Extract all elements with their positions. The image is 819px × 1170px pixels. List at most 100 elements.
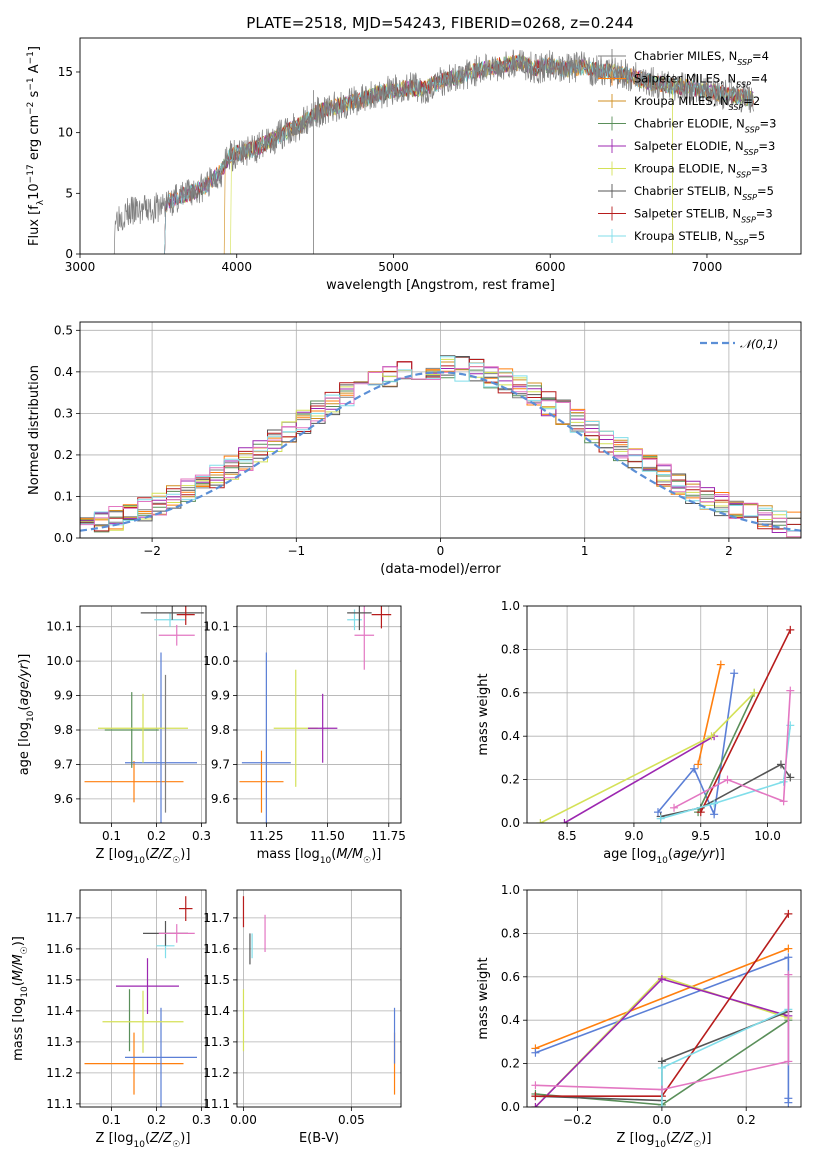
mass_vs_ebv-points: [242, 896, 396, 1095]
massweight_vs_age-y-axis-label: mass weight: [476, 673, 491, 755]
y-tick-label: 11.1: [203, 1097, 230, 1111]
x-tick-label: 8.5: [558, 829, 577, 843]
y-tick-label: 11.6: [203, 942, 230, 956]
x-tick-label: 0.1: [102, 829, 121, 843]
residuals-frame: [79, 321, 802, 539]
age_vs_Z-points: [84, 606, 204, 823]
y-tick-label: 9.7: [211, 757, 230, 771]
figure-title: PLATE=2518, MJD=54243, FIBERID=0268, z=0…: [246, 14, 633, 32]
histogram-pink: [80, 366, 801, 538]
y-tick-label: 11.5: [46, 973, 73, 987]
mass_vs_Z-frame: [79, 889, 207, 1108]
age_vs_mass-points: [239, 606, 392, 823]
y-tick-label: 0.3: [54, 406, 73, 420]
y-tick-label: 0.8: [501, 926, 520, 940]
age_vs_Z-frame: [79, 605, 207, 824]
x-tick-label: −2: [143, 544, 161, 558]
spectrum-y-axis-label: Flux [fλ10−17 erg cm−2 s−1 A−1]: [26, 46, 46, 246]
legend-label: Kroupa MILES, NSSP=2: [634, 94, 760, 112]
y-tick-label: 0.4: [501, 729, 520, 743]
y-tick-label: 5: [65, 186, 73, 200]
massweight_vs_Z-frame: [526, 889, 802, 1108]
y-tick-label: 9.9: [211, 689, 230, 703]
mass_vs_ebv-frame: [236, 889, 402, 1108]
y-tick-label: 0.0: [54, 531, 73, 545]
y-tick-label: 0: [65, 247, 73, 261]
x-tick-label: 4000: [221, 260, 252, 274]
series-chabrier_elodie: [697, 692, 755, 813]
y-tick-label: 9.7: [54, 757, 73, 771]
massweight_vs_age-axes: [523, 605, 801, 827]
x-tick-label: 0.3: [192, 829, 211, 843]
x-tick-label: 6000: [535, 260, 566, 274]
y-tick-label: 9.8: [211, 723, 230, 737]
age_vs_mass-axes: [233, 606, 401, 827]
y-tick-label: 1.0: [501, 599, 520, 613]
x-tick-label: 0.00: [230, 1113, 257, 1127]
x-tick-label: 0.3: [192, 1113, 211, 1127]
massweight_vs_Z-x-axis-label: Z [log10(Z/Z☉)]: [617, 1131, 712, 1150]
histogram-kroupa_stelib: [80, 356, 801, 538]
x-tick-label: 0.0: [652, 1113, 671, 1127]
y-tick-label: 9.9: [54, 689, 73, 703]
massweight_vs_age-lines: [536, 625, 795, 823]
residuals-axes: [76, 322, 801, 542]
y-tick-label: 0.4: [54, 365, 73, 379]
histograms: [80, 355, 801, 538]
y-tick-label: 10.0: [203, 654, 230, 668]
massweight_vs_Z-lines: [531, 909, 793, 1107]
x-tick-label: 7000: [692, 260, 723, 274]
y-tick-label: 11.3: [203, 1035, 230, 1049]
y-tick-label: 10: [58, 126, 73, 140]
x-tick-label: −0.2: [563, 1113, 592, 1127]
y-tick-label: 11.5: [203, 973, 230, 987]
x-tick-label: 0.05: [338, 1113, 365, 1127]
x-tick-label: 11.75: [372, 829, 406, 843]
y-tick-label: 11.1: [46, 1097, 73, 1111]
legend-label: Chabrier ELODIE, NSSP=3: [634, 117, 776, 135]
x-tick-label: 5000: [378, 260, 409, 274]
mass_vs_ebv-axes: [233, 890, 401, 1111]
x-tick-label: 3000: [65, 260, 96, 274]
x-tick-label: 0.2: [737, 1113, 756, 1127]
y-tick-label: 0.2: [501, 773, 520, 787]
y-tick-label: 10.1: [203, 620, 230, 634]
age_vs_Z-x-axis-label: Z [log10(Z/Z☉)]: [96, 847, 191, 866]
x-tick-label: 0.1: [102, 1113, 121, 1127]
y-tick-label: 9.6: [54, 792, 73, 806]
x-tick-label: 11.25: [249, 829, 283, 843]
y-tick-label: 11.3: [46, 1035, 73, 1049]
y-tick-label: 11.7: [203, 911, 230, 925]
x-tick-label: 2: [725, 544, 733, 558]
x-tick-label: 10.0: [754, 829, 781, 843]
y-tick-label: 0.2: [501, 1057, 520, 1071]
legend-label: 𝒩(0,1): [740, 337, 778, 351]
y-tick-label: 11.4: [203, 1004, 230, 1018]
legend-label: Chabrier STELIB, NSSP=5: [634, 184, 774, 202]
spectrum-axes: [76, 71, 708, 258]
y-tick-label: 0.4: [501, 1013, 520, 1027]
series-chabrier_stelib: [660, 763, 791, 818]
x-tick-label: 9.5: [691, 829, 710, 843]
y-tick-label: 11.2: [203, 1066, 230, 1080]
y-tick-label: 0.8: [501, 642, 520, 656]
massweight_vs_Z-y-axis-label: mass weight: [476, 957, 491, 1039]
y-tick-label: 11.7: [46, 911, 73, 925]
massweight_vs_age-frame: [526, 605, 802, 824]
y-tick-label: 0.2: [54, 448, 73, 462]
x-tick-label: 1: [581, 544, 589, 558]
x-tick-label: 0.2: [147, 1113, 166, 1127]
spectrum-lines: [112, 49, 755, 254]
y-tick-label: 11.2: [46, 1066, 73, 1080]
legend-label: Salpeter MILES, NSSP=4: [634, 72, 768, 90]
y-tick-label: 0.6: [501, 970, 520, 984]
x-tick-label: 11.50: [310, 829, 344, 843]
y-tick-label: 11.6: [46, 942, 73, 956]
normal-curve: [80, 371, 801, 532]
legend-label: Kroupa ELODIE, NSSP=3: [634, 162, 768, 180]
age_vs_mass-x-axis-label: mass [log10(M/M☉)]: [257, 847, 382, 866]
mass_vs_Z-y-axis-label: mass [log10(M/M☉)]: [11, 936, 30, 1061]
y-tick-label: 10.0: [46, 654, 73, 668]
legend-label: Chabrier MILES, NSSP=4: [634, 49, 769, 67]
